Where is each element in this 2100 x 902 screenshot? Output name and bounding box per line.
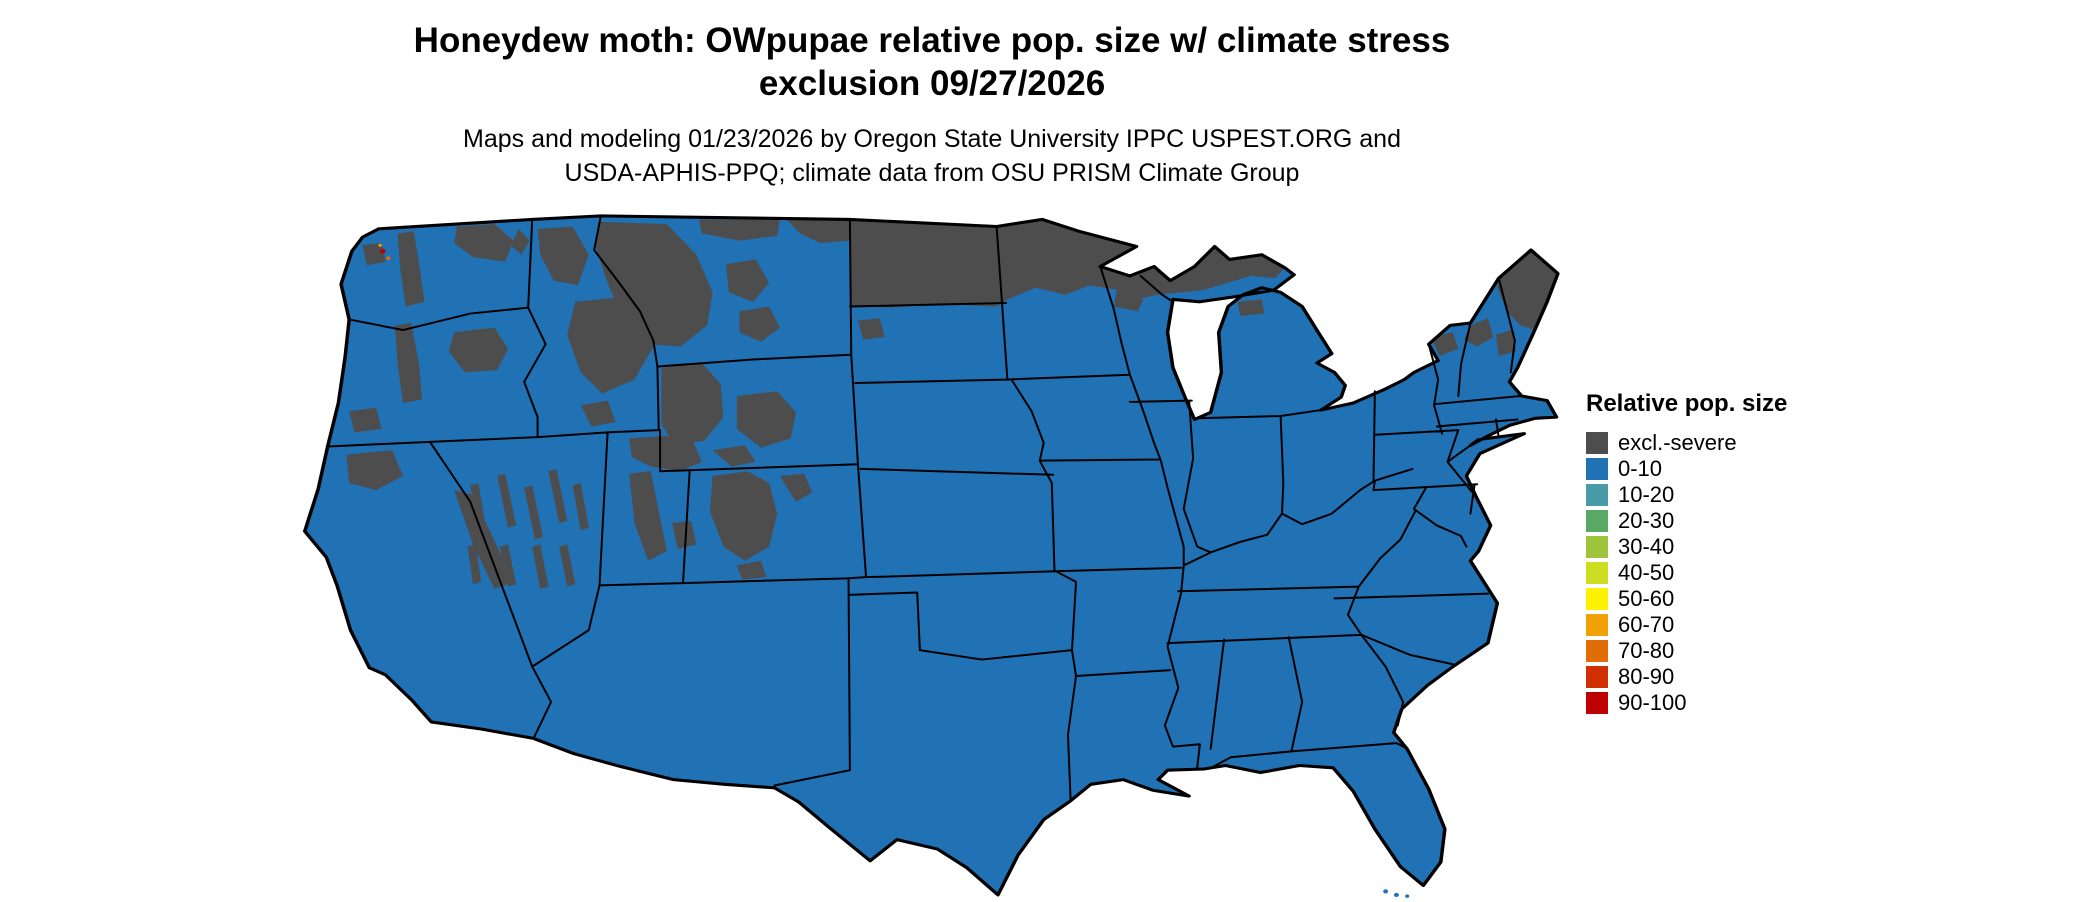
map-subtitle-line2: USDA-APHIS-PPQ; climate data from OSU PR…: [564, 159, 1300, 188]
hotspot-dots: [378, 243, 391, 261]
state-borders: [328, 216, 1521, 801]
legend-color-swatch: [1586, 510, 1608, 532]
legend-color-swatch: [1586, 562, 1608, 584]
us-map-image: [298, 210, 1566, 902]
legend-item-label: 0-10: [1618, 456, 1663, 481]
legend-color-swatch: [1586, 588, 1608, 610]
legend-color-swatch: [1586, 666, 1608, 688]
legend-item-label: 60-70: [1618, 612, 1675, 637]
legend-item: 0-10: [1586, 456, 1787, 482]
map-subtitle: Maps and modeling 01/23/2026 by Oregon S…: [0, 122, 1864, 191]
exclusion-overlay: [346, 219, 1558, 589]
legend-item-label: 10-20: [1618, 482, 1675, 507]
legend-color-swatch: [1586, 640, 1608, 662]
legend-color-swatch: [1586, 614, 1608, 636]
legend-item-label: excl.-severe: [1618, 430, 1737, 455]
legend-item-label: 90-100: [1618, 690, 1687, 715]
florida-keys: [1383, 889, 1410, 898]
legend-items: excl.-severe 0-10 10-20 20-30 30-40 40-5…: [1586, 430, 1787, 716]
legend-title: Relative pop. size: [1586, 390, 1788, 417]
exclusion-regions: [346, 219, 1558, 589]
legend-color-swatch: [1586, 432, 1608, 454]
map-title-line2: exclusion 09/27/2026: [758, 63, 1106, 103]
map-title-line1: Honeydew moth: OWpupae relative pop. siz…: [413, 21, 1451, 60]
legend-item-label: 30-40: [1618, 534, 1675, 559]
legend-item-label: 40-50: [1618, 560, 1675, 585]
legend-item-label: 80-90: [1618, 664, 1675, 689]
legend-item-label: 50-60: [1618, 586, 1675, 611]
map-title: Honeydew moth: OWpupae relative pop. siz…: [0, 20, 1864, 105]
legend-color-swatch: [1586, 458, 1608, 480]
legend-item-label: 20-30: [1618, 508, 1675, 533]
us-map-svg: [302, 214, 1560, 898]
legend-item: 50-60: [1586, 586, 1787, 612]
legend-item: 20-30: [1586, 508, 1787, 534]
legend-item: 60-70: [1586, 612, 1787, 638]
legend-item-label: 70-80: [1618, 638, 1675, 663]
legend-color-swatch: [1586, 536, 1608, 558]
legend-item: 90-100: [1586, 690, 1787, 716]
legend-item: 70-80: [1586, 638, 1787, 664]
legend: Relative pop. size excl.-severe 0-10 10-…: [1586, 390, 1787, 716]
legend-color-swatch: [1586, 692, 1608, 714]
legend-item: 40-50: [1586, 560, 1787, 586]
legend-item: 80-90: [1586, 664, 1787, 690]
map-subtitle-line1: Maps and modeling 01/23/2026 by Oregon S…: [463, 125, 1401, 153]
legend-item: excl.-severe: [1586, 430, 1787, 456]
legend-color-swatch: [1586, 484, 1608, 506]
legend-item: 10-20: [1586, 482, 1787, 508]
legend-item: 30-40: [1586, 534, 1787, 560]
